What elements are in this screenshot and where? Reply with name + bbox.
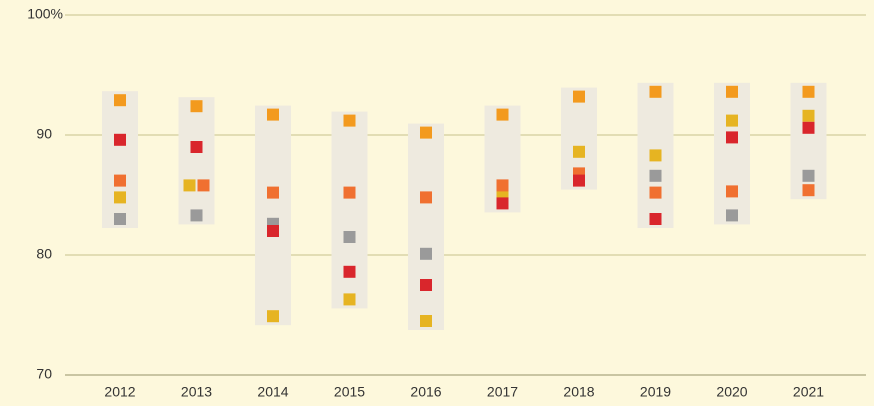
- marker: [496, 108, 509, 121]
- marker: [649, 213, 662, 225]
- marker: [267, 186, 279, 199]
- marker: [573, 90, 585, 103]
- marker: [802, 109, 815, 122]
- marker: [420, 279, 432, 291]
- x-tick-label: 2014: [257, 384, 288, 400]
- marker: [114, 94, 126, 107]
- x-tick-label: 2021: [793, 384, 824, 400]
- marker: [802, 85, 815, 98]
- marker: [267, 108, 279, 121]
- marker: [114, 213, 126, 225]
- marker: [343, 231, 356, 243]
- marker: [726, 114, 738, 127]
- marker: [649, 169, 662, 182]
- x-tick-label: 2016: [410, 384, 441, 400]
- marker: [420, 315, 432, 327]
- y-tick-label: 70: [36, 366, 52, 382]
- marker: [190, 100, 203, 113]
- marker: [802, 184, 815, 197]
- x-tick-label: 2013: [181, 384, 212, 400]
- marker: [649, 85, 662, 98]
- x-tick-label: 2020: [716, 384, 747, 400]
- x-tick-label: 2012: [104, 384, 135, 400]
- marker: [802, 169, 815, 182]
- marker: [420, 191, 432, 204]
- marker: [649, 149, 662, 162]
- marker: [496, 179, 509, 192]
- range-band: [255, 105, 291, 326]
- marker: [726, 209, 738, 222]
- marker: [267, 225, 279, 237]
- marker: [190, 141, 203, 153]
- x-tick-label: 2019: [640, 384, 671, 400]
- range-band: [178, 97, 215, 225]
- x-tick-label: 2018: [563, 384, 594, 400]
- marker: [420, 126, 432, 139]
- marker: [183, 179, 196, 192]
- marker: [114, 191, 126, 204]
- marker: [197, 179, 210, 192]
- marker: [343, 265, 356, 278]
- marker: [267, 310, 279, 323]
- y-tick-label: 80: [36, 246, 52, 262]
- marker: [343, 293, 356, 306]
- marker: [496, 197, 509, 210]
- marker: [802, 121, 815, 134]
- marker: [726, 185, 738, 198]
- marker: [726, 85, 738, 98]
- marker: [114, 133, 126, 146]
- range-band: [714, 82, 750, 225]
- range-band: [408, 123, 444, 330]
- marker: [573, 145, 585, 158]
- y-tick-label: 90: [36, 126, 52, 142]
- marker: [343, 186, 356, 199]
- x-tick-label: 2017: [487, 384, 518, 400]
- marker: [114, 174, 126, 187]
- range-band: [102, 91, 138, 228]
- marker: [190, 209, 203, 222]
- y-tick-label: 100%: [27, 6, 63, 22]
- marker: [649, 186, 662, 199]
- range-band: [331, 111, 368, 309]
- marker: [420, 247, 432, 260]
- marker: [573, 174, 585, 187]
- x-tick-label: 2015: [334, 384, 365, 400]
- marker: [726, 131, 738, 144]
- marker: [343, 114, 356, 127]
